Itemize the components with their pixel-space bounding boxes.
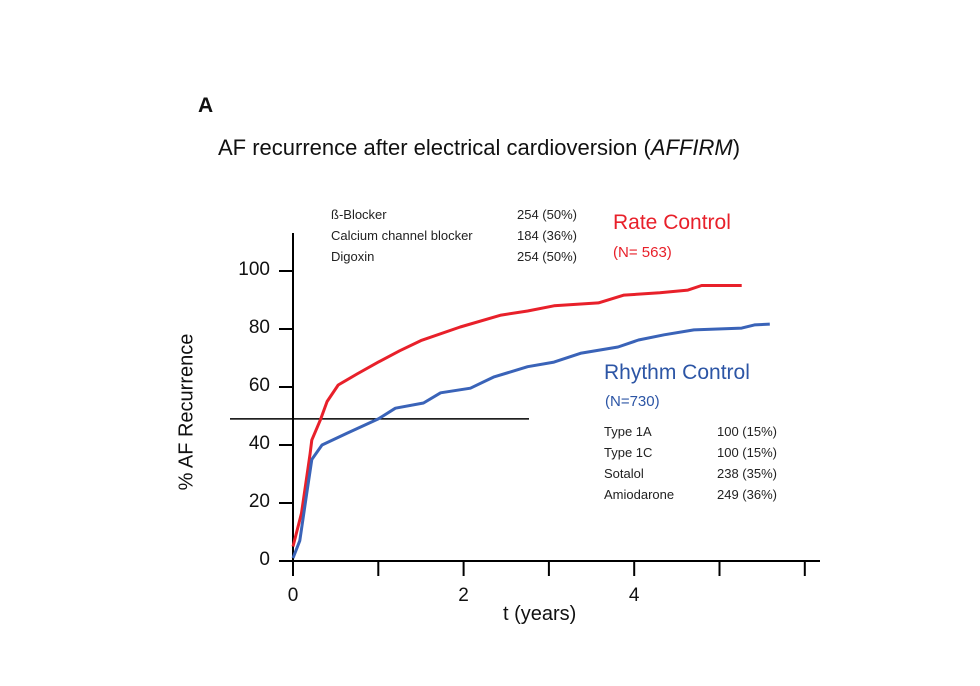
title-text: AF recurrence after electrical cardiover…	[218, 135, 651, 160]
legend-rhythm-control: Rhythm Control	[604, 361, 750, 384]
x-tick-label: 4	[628, 585, 640, 606]
y-axis-label: % AF Recurrence	[175, 333, 198, 491]
rate-drug-name: Digoxin	[331, 249, 375, 264]
title-end: )	[732, 135, 741, 160]
legend-rate-control: Rate Control	[613, 211, 731, 234]
rhythm-drug-value: 100 (15%)	[717, 445, 777, 460]
y-tick-label: 80	[248, 317, 270, 338]
rhythm-drug-name: Type 1C	[604, 445, 653, 460]
title-italic: AFFIRM	[650, 135, 733, 160]
rate-drug-value: 184 (36%)	[517, 228, 577, 243]
rate-drug-value: 254 (50%)	[517, 207, 577, 222]
series-line-rate-control	[291, 284, 742, 547]
rhythm-drug-name: Type 1A	[604, 424, 652, 439]
rate-drug-name: Calcium channel blocker	[331, 228, 473, 243]
rhythm-drug-value: 100 (15%)	[717, 424, 777, 439]
rhythm-drug-name: Amiodarone	[604, 487, 675, 502]
y-tick-label: 0	[259, 549, 270, 570]
y-tick-label: 100	[238, 259, 270, 280]
rate-drug-value: 254 (50%)	[517, 249, 577, 264]
x-tick-label: 2	[458, 585, 469, 606]
rhythm-drug-value: 249 (36%)	[717, 487, 777, 502]
y-tick-label: 40	[248, 433, 270, 454]
legend-rate-n: (N= 563)	[613, 244, 672, 261]
y-tick-label: 60	[248, 375, 270, 396]
panel-label: A	[198, 94, 214, 117]
x-tick-label: 0	[287, 585, 299, 606]
rate-drug-name: ß-Blocker	[331, 207, 387, 222]
x-axis-label: t (years)	[503, 603, 577, 625]
y-tick-label: 20	[248, 491, 270, 512]
series-line-rhythm-control	[291, 322, 770, 559]
rhythm-drug-name: Sotalol	[604, 466, 644, 481]
chart-title: AF recurrence after electrical cardiover…	[218, 135, 740, 161]
rhythm-drug-value: 238 (35%)	[717, 466, 777, 481]
legend-rhythm-n: (N=730)	[605, 393, 660, 410]
